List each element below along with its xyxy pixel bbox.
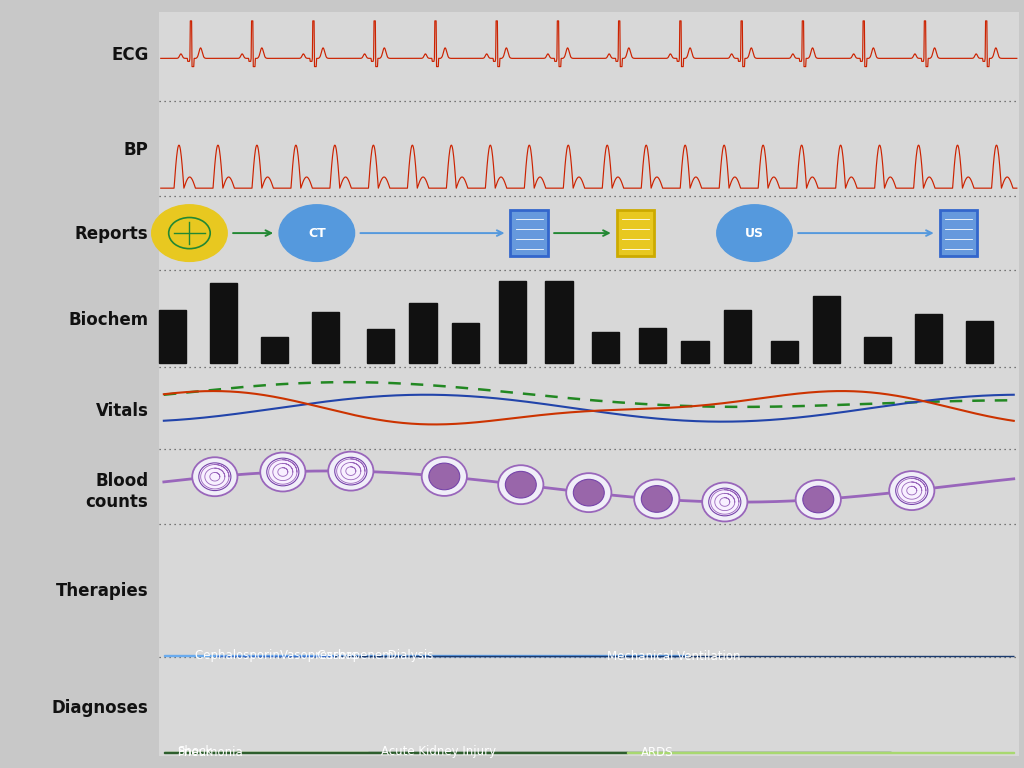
- Ellipse shape: [199, 463, 230, 491]
- Text: ECG: ECG: [112, 46, 148, 65]
- Ellipse shape: [896, 477, 928, 505]
- Bar: [546, 281, 572, 363]
- Ellipse shape: [796, 480, 841, 519]
- Ellipse shape: [505, 472, 537, 498]
- Bar: [499, 281, 526, 363]
- FancyBboxPatch shape: [616, 210, 654, 256]
- Bar: [771, 341, 798, 363]
- Text: Cephalosporin          Carbapenem: Cephalosporin Carbapenem: [196, 649, 394, 662]
- Circle shape: [280, 205, 354, 261]
- Ellipse shape: [499, 465, 544, 504]
- Ellipse shape: [422, 457, 467, 496]
- Text: Mechanical Ventilation: Mechanical Ventilation: [607, 650, 740, 663]
- Bar: [210, 283, 237, 363]
- Text: Diagnoses: Diagnoses: [52, 699, 148, 717]
- Text: Therapies: Therapies: [56, 582, 148, 601]
- Bar: [452, 323, 479, 363]
- Bar: [159, 12, 1019, 756]
- Bar: [410, 303, 436, 363]
- Ellipse shape: [335, 457, 367, 485]
- Bar: [159, 310, 186, 363]
- Bar: [864, 336, 891, 363]
- Bar: [681, 341, 709, 363]
- Ellipse shape: [566, 473, 611, 512]
- Ellipse shape: [329, 452, 374, 491]
- Ellipse shape: [702, 482, 748, 521]
- Circle shape: [717, 205, 793, 261]
- Text: Vasopressors        Dialysis: Vasopressors Dialysis: [280, 650, 433, 662]
- Ellipse shape: [193, 457, 238, 496]
- FancyBboxPatch shape: [510, 210, 548, 256]
- Ellipse shape: [641, 485, 673, 512]
- Text: ARDS: ARDS: [641, 746, 674, 759]
- Text: CT: CT: [308, 227, 326, 240]
- Text: US: US: [745, 227, 764, 240]
- Bar: [261, 336, 288, 363]
- Text: Blood
counts: Blood counts: [86, 472, 148, 511]
- Ellipse shape: [573, 479, 604, 506]
- Text: Acute Kidney Injury: Acute Kidney Injury: [381, 746, 497, 759]
- Bar: [367, 329, 394, 363]
- Text: BP: BP: [124, 141, 148, 159]
- Ellipse shape: [634, 479, 679, 518]
- Ellipse shape: [803, 486, 834, 513]
- Ellipse shape: [889, 471, 934, 510]
- Bar: [724, 310, 752, 363]
- Ellipse shape: [709, 488, 740, 516]
- Bar: [813, 296, 841, 363]
- Bar: [311, 312, 339, 363]
- Ellipse shape: [267, 458, 299, 486]
- Ellipse shape: [260, 452, 305, 492]
- FancyBboxPatch shape: [940, 210, 977, 256]
- Text: Reports: Reports: [75, 225, 148, 243]
- Bar: [592, 332, 620, 363]
- Text: Shock: Shock: [177, 746, 213, 759]
- Circle shape: [152, 205, 227, 261]
- Text: Vitals: Vitals: [95, 402, 148, 420]
- Bar: [915, 314, 942, 363]
- Text: Biochem: Biochem: [69, 311, 148, 329]
- Bar: [639, 328, 667, 363]
- Bar: [967, 320, 993, 363]
- Ellipse shape: [429, 463, 460, 490]
- Text: Pneumonia: Pneumonia: [177, 746, 244, 759]
